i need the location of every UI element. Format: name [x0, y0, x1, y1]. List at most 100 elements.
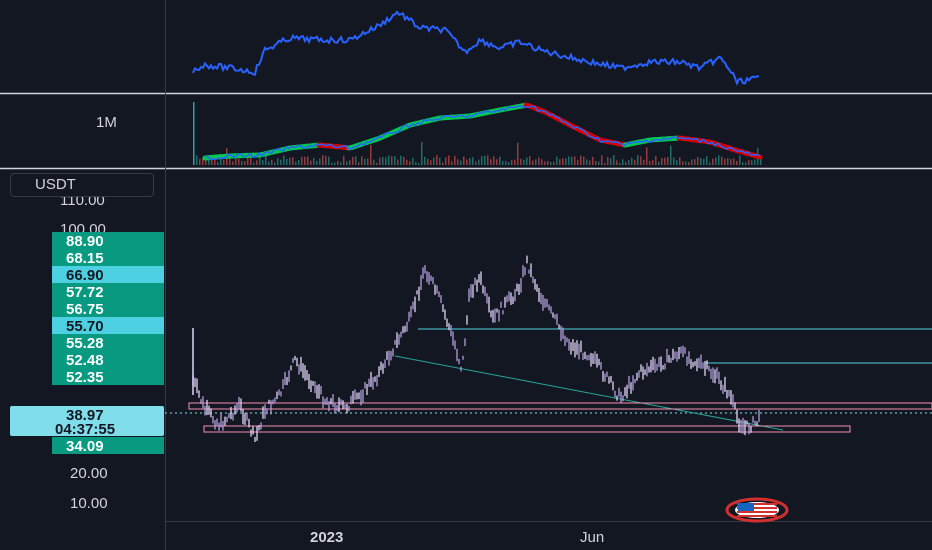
svg-text:04:37:55: 04:37:55: [55, 421, 115, 438]
volume-bar: [550, 162, 552, 165]
volume-bar: [754, 159, 756, 165]
volume-bar: [319, 158, 321, 165]
time-label-jun: Jun: [580, 529, 604, 546]
candlesticks[interactable]: [192, 255, 760, 442]
volume-bar: [742, 162, 744, 165]
price-badge-66-90[interactable]: 66.90: [52, 266, 164, 284]
svg-text:52.48: 52.48: [66, 352, 104, 369]
volume-bar: [481, 156, 483, 165]
volume-bar: [505, 161, 507, 165]
us-flag-icon[interactable]: [725, 497, 789, 523]
volume-bar: [256, 160, 258, 165]
volume-bar: [388, 155, 390, 165]
volume-bar: [343, 155, 345, 165]
resistance-zone[interactable]: [188, 402, 932, 410]
price-badge-57-72[interactable]: 57.72: [52, 283, 164, 301]
volume-bar: [205, 158, 207, 165]
volume-bar: [529, 156, 531, 165]
volume-bar: [514, 159, 516, 165]
volume-bar: [568, 156, 570, 165]
volume-bar: [397, 159, 399, 165]
volume-bar: [430, 160, 432, 165]
volume-bar: [658, 161, 660, 165]
volume-bar: [217, 161, 219, 165]
volume-bar: [538, 157, 540, 165]
volume-bar: [277, 158, 279, 165]
volume-bar: [730, 159, 732, 165]
volume-bar: [340, 162, 342, 165]
volume-bar: [571, 156, 573, 165]
price-badge-55-70[interactable]: 55.70: [52, 317, 164, 335]
volume-bar: [706, 156, 708, 165]
volume-bar: [691, 159, 693, 165]
volume-bar: [700, 158, 702, 165]
volume-bar: [655, 155, 657, 165]
volume-bar: [238, 158, 240, 165]
volume-bar: [352, 156, 354, 165]
price-badge-68-15[interactable]: 68.15: [52, 249, 164, 267]
volume-bar: [751, 160, 753, 165]
volume-bar: [745, 162, 747, 165]
volume-bar: [355, 156, 357, 165]
volume-bar: [718, 155, 720, 165]
volume-bar: [466, 159, 468, 165]
volume-bar: [448, 155, 450, 165]
volume-bar: [622, 159, 624, 165]
volume-bar: [337, 160, 339, 165]
price-badge-52-35[interactable]: 52.35: [52, 368, 164, 386]
time-label-2023: 2023: [310, 529, 343, 546]
svg-text:88.90: 88.90: [66, 233, 104, 250]
volume-bar: [682, 161, 684, 165]
ma-fast-line[interactable]: [204, 105, 761, 161]
volume-bar: [373, 159, 375, 165]
svg-text:55.70: 55.70: [66, 318, 104, 335]
volume-bar: [553, 161, 555, 165]
volume-bar: [733, 158, 735, 165]
volume-bar: [265, 155, 267, 165]
last-price-badge[interactable]: 38.97 04:37:55: [10, 406, 164, 438]
volume-bar: [508, 162, 510, 165]
currency-button[interactable]: USDT: [10, 173, 154, 197]
volume-bar: [580, 155, 582, 165]
price-badge-88-90[interactable]: 88.90: [52, 232, 164, 250]
volume-bar: [562, 158, 564, 165]
volume-bar: [409, 161, 411, 165]
volume-bar: [493, 156, 495, 165]
volume-bar: [610, 158, 612, 165]
volume-bar: [271, 159, 273, 165]
volume-bar: [193, 102, 195, 165]
trend-line[interactable]: [394, 355, 784, 431]
svg-text:34.09: 34.09: [66, 438, 104, 455]
volume-bar: [490, 159, 492, 165]
volume-bar: [640, 156, 642, 165]
volume-bar: [748, 159, 750, 165]
volume-bar: [598, 161, 600, 165]
volume-bar: [694, 159, 696, 165]
volume-bar: [286, 158, 288, 165]
volume-bar: [244, 161, 246, 165]
volume-bar: [739, 155, 741, 165]
top-indicator-line[interactable]: [192, 10, 760, 86]
price-badge-52-48[interactable]: 52.48: [52, 351, 164, 369]
volume-bar: [232, 161, 234, 165]
volume-bar: [727, 158, 729, 165]
price-badge-55-28[interactable]: 55.28: [52, 334, 164, 352]
volume-bar: [358, 162, 360, 165]
volume-bar: [697, 156, 699, 165]
volume-bar: [556, 156, 558, 165]
price-badge-56-75[interactable]: 56.75: [52, 300, 164, 318]
volume-bar: [613, 155, 615, 165]
volume-bar: [331, 162, 333, 165]
volume-bar: [439, 157, 441, 165]
volume-bar: [241, 161, 243, 165]
volume-bar: [199, 158, 201, 165]
volume-bar: [616, 160, 618, 165]
volume-bar: [592, 156, 594, 165]
price-badge-34-09[interactable]: 34.09: [52, 437, 164, 455]
volume-bar: [367, 158, 369, 165]
volume-bar: [517, 142, 519, 165]
volume-bar: [382, 156, 384, 165]
support-zone[interactable]: [203, 425, 851, 433]
volume-bar: [250, 157, 252, 165]
